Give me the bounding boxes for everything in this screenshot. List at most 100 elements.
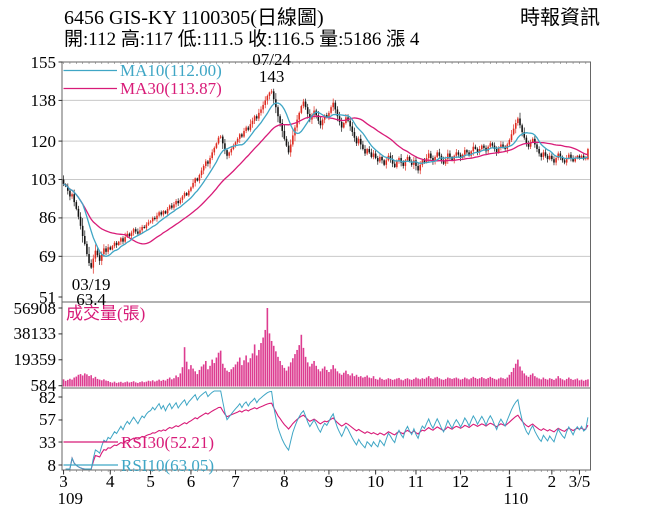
volume-bar	[69, 378, 71, 387]
volume-bar	[67, 379, 69, 387]
candle-body	[391, 159, 394, 164]
volume-bar	[143, 382, 146, 387]
month-label: 9	[324, 472, 334, 491]
volume-bar	[508, 374, 511, 387]
volume-bar	[300, 334, 303, 387]
candle-body	[536, 144, 538, 149]
volume-bar	[111, 382, 114, 387]
volume-bar	[241, 365, 243, 387]
volume-bar	[517, 359, 519, 387]
candle-body	[300, 106, 303, 113]
volume-bar	[283, 367, 286, 387]
volume-bar	[512, 367, 515, 387]
volume-bar	[466, 378, 468, 387]
volume-bar	[173, 378, 175, 387]
volume-bar	[96, 378, 99, 387]
candle-body	[396, 161, 398, 168]
month-label: 8	[280, 472, 289, 491]
candle-body	[568, 154, 570, 159]
volume-bar	[137, 382, 139, 387]
candle-body	[96, 250, 99, 256]
volume-bar	[442, 379, 445, 387]
candle-body	[281, 123, 284, 131]
candle-body	[90, 263, 92, 268]
volume-bar	[421, 378, 424, 387]
candle-body	[245, 127, 247, 131]
candle-body	[179, 199, 182, 204]
volume-bar	[383, 379, 385, 387]
volume-bar	[292, 358, 294, 387]
legend-ma30: MA30(113.87)	[120, 79, 222, 98]
volume-bar	[179, 373, 182, 387]
candle-body	[385, 160, 388, 165]
volume-bar	[538, 378, 540, 387]
volume-bar	[260, 343, 262, 387]
candle-body	[168, 205, 171, 209]
candle-body	[544, 152, 547, 156]
candle-body	[175, 200, 177, 205]
candle-body	[557, 153, 560, 159]
candle-body	[423, 160, 426, 163]
candle-body	[359, 138, 362, 145]
candle-body	[232, 145, 235, 149]
volume-bar	[563, 380, 566, 387]
candle-body	[389, 155, 392, 160]
candle-body	[277, 107, 279, 117]
volume-bar	[340, 374, 343, 387]
candle-body	[383, 160, 385, 165]
candle-body	[519, 118, 521, 126]
candle-body	[546, 155, 549, 160]
volume-bar	[555, 378, 557, 387]
volume-bar	[115, 382, 118, 387]
volume-bar	[521, 370, 523, 387]
volume-bar	[444, 378, 447, 387]
candle-body	[349, 120, 351, 127]
pane-border	[61, 61, 591, 471]
candle-body	[253, 116, 256, 121]
volume-bar	[385, 379, 388, 387]
candle-body	[287, 145, 290, 153]
candle-body	[512, 128, 515, 135]
candle-body	[480, 145, 483, 149]
volume-bar	[580, 379, 583, 387]
legend-rsi10: RSI10(63.05)	[121, 455, 215, 475]
candle-body	[283, 130, 286, 139]
candle-body	[442, 160, 445, 164]
candle-body	[192, 182, 194, 188]
volume-bar	[217, 352, 220, 387]
candle-body	[285, 138, 288, 146]
candle-body	[228, 152, 230, 156]
volume-bar	[285, 370, 288, 387]
volume-bar	[281, 365, 284, 387]
volume-bar	[270, 340, 273, 387]
candle-body	[272, 91, 275, 100]
annotation-date: 07/24	[252, 50, 291, 69]
volume-bar	[253, 344, 256, 387]
candle-body	[334, 102, 337, 110]
volume-bar	[262, 337, 264, 387]
volume-bar	[245, 355, 247, 387]
candle-body	[124, 237, 126, 242]
volume-bar	[209, 365, 211, 387]
candle-body	[508, 139, 511, 145]
candle-body	[268, 92, 271, 96]
volume-bar	[500, 377, 502, 387]
volume-bar	[309, 366, 311, 387]
candle-body	[190, 187, 192, 191]
candle-body	[472, 146, 475, 152]
volume-bar	[162, 379, 165, 387]
volume-bar	[357, 376, 360, 387]
candle-body	[221, 136, 224, 144]
volume-bar	[306, 362, 309, 387]
volume-bar	[453, 378, 455, 387]
volume-bar	[71, 379, 73, 387]
candle-body	[88, 254, 90, 264]
volume-bar	[504, 378, 506, 387]
candle-body	[555, 158, 557, 163]
price-axis-label: 155	[30, 52, 57, 72]
volume-bar	[587, 379, 589, 387]
volume-bar	[334, 368, 337, 387]
volume-bar	[313, 360, 315, 387]
candle-body	[113, 242, 116, 247]
volume-bar	[160, 380, 163, 387]
